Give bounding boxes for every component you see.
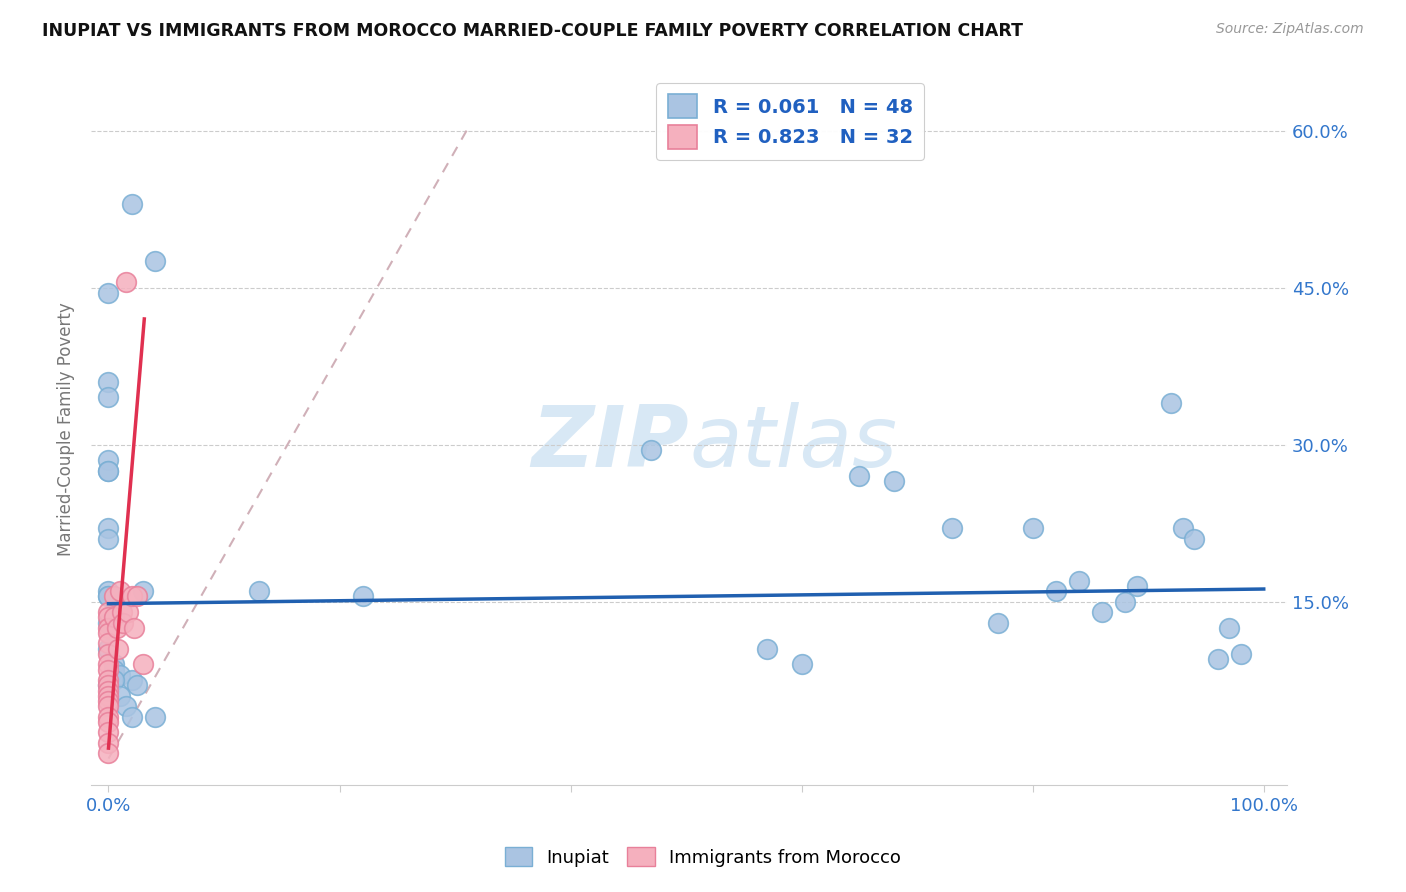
Point (1160, 395, 1182, 409)
Point (107, 641, 129, 656)
Text: INUPIAT VS IMMIGRANTS FROM MOROCCO MARRIED-COUPLE FAMILY POVERTY CORRELATION CHA: INUPIAT VS IMMIGRANTS FROM MOROCCO MARRI… (42, 22, 1024, 40)
Point (848, 469, 870, 483)
Point (103, 673, 125, 687)
Point (143, 254, 166, 268)
Point (97, 678, 120, 692)
Point (1125, 579, 1147, 593)
Y-axis label: Married-Couple Family Poverty: Married-Couple Family Poverty (58, 302, 75, 556)
Point (1206, 652, 1229, 666)
Point (1021, 521, 1043, 535)
Point (97, 605, 120, 619)
Point (883, 474, 905, 488)
Point (97, 521, 120, 535)
Point (97, 636, 120, 650)
Point (127, 590, 149, 604)
Point (97, 621, 120, 635)
Point (97, 736, 120, 750)
Point (117, 605, 139, 619)
Point (1218, 621, 1240, 635)
Point (97, 641, 120, 656)
Legend: Inupiat, Immigrants from Morocco: Inupiat, Immigrants from Morocco (498, 840, 908, 874)
Point (987, 615, 1010, 630)
Text: Source: ZipAtlas.com: Source: ZipAtlas.com (1216, 22, 1364, 37)
Point (108, 689, 131, 703)
Legend: R = 0.061   N = 48, R = 0.823   N = 32: R = 0.061 N = 48, R = 0.823 N = 32 (657, 83, 924, 161)
Point (1171, 521, 1194, 535)
Point (97, 714, 120, 729)
Point (97, 689, 120, 703)
Point (121, 590, 143, 604)
Point (103, 663, 125, 677)
Point (97, 590, 120, 604)
Point (941, 521, 963, 535)
Point (97, 647, 120, 661)
Point (97, 610, 120, 624)
Point (122, 621, 145, 635)
Point (352, 590, 374, 604)
Point (105, 621, 128, 635)
Point (132, 657, 155, 672)
Point (108, 668, 131, 682)
Point (97, 464, 120, 478)
Point (97, 673, 120, 687)
Point (97, 699, 120, 714)
Point (97, 657, 120, 672)
Point (97, 532, 120, 546)
Point (97, 626, 120, 640)
Point (97, 590, 120, 604)
Point (97, 584, 120, 599)
Point (97, 453, 120, 467)
Point (127, 678, 149, 692)
Point (103, 657, 125, 672)
Point (97, 678, 120, 692)
Point (111, 605, 134, 619)
Point (121, 709, 143, 723)
Point (121, 673, 143, 687)
Point (97, 709, 120, 723)
Point (114, 699, 136, 714)
Point (755, 641, 778, 656)
Point (97, 694, 120, 708)
Point (97, 285, 120, 300)
Point (97, 725, 120, 739)
Point (1229, 647, 1251, 661)
Point (640, 442, 662, 457)
Point (103, 610, 125, 624)
Point (1045, 584, 1067, 599)
Point (97, 663, 120, 677)
Point (114, 276, 136, 290)
Point (143, 709, 166, 723)
Point (97, 615, 120, 630)
Point (1067, 574, 1090, 588)
Point (247, 584, 270, 599)
Point (97, 683, 120, 698)
Point (1114, 594, 1136, 608)
Point (97, 464, 120, 478)
Point (121, 196, 143, 211)
Text: atlas: atlas (689, 401, 897, 484)
Point (1184, 532, 1206, 546)
Point (103, 590, 125, 604)
Point (112, 615, 135, 630)
Point (1091, 605, 1114, 619)
Point (132, 584, 155, 599)
Point (97, 375, 120, 389)
Point (97, 391, 120, 405)
Point (790, 657, 813, 672)
Point (108, 584, 131, 599)
Point (97, 747, 120, 761)
Text: ZIP: ZIP (531, 401, 689, 484)
